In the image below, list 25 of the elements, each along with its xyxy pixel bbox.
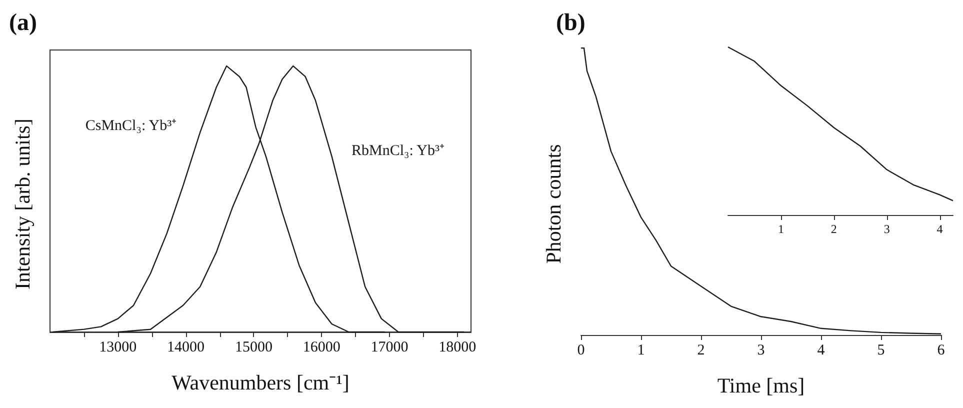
x-tick-label: 6 [937, 342, 946, 358]
chart-title: (a) [9, 10, 37, 36]
x-tick-label: 15000 [234, 340, 272, 356]
series-label: RbMnCl₃: Yb³⁺ [352, 143, 444, 159]
x-tick-label: 3 [884, 222, 890, 236]
x-tick-label: 4 [817, 342, 826, 358]
x-axis-title: Wavenumbers [cm⁻¹] [172, 370, 350, 394]
x-tick-label: 0 [577, 342, 585, 358]
x-tick-label: 14000 [167, 340, 205, 356]
x-tick-label: 1 [637, 342, 645, 358]
x-tick-label: 5 [877, 342, 885, 358]
y-axis-title: Intensity [arb. units] [10, 118, 34, 290]
x-tick-label: 2 [697, 342, 705, 358]
x-tick-label: 13000 [99, 340, 137, 356]
x-tick-label: 18000 [438, 340, 476, 356]
y-axis-title: Photon counts [542, 144, 566, 264]
x-tick-label: 3 [757, 342, 765, 358]
x-tick-label: 16000 [302, 340, 340, 356]
chart-title: (b) [556, 10, 586, 36]
x-tick-label: 2 [830, 222, 837, 236]
x-axis-title: Time [ms] [717, 374, 805, 398]
x-tick-label: 4 [936, 222, 943, 236]
x-tick-label: 1 [778, 222, 784, 236]
series-label: CsMnCl₃: Yb³⁺ [85, 118, 177, 134]
x-tick-label: 17000 [370, 340, 408, 356]
